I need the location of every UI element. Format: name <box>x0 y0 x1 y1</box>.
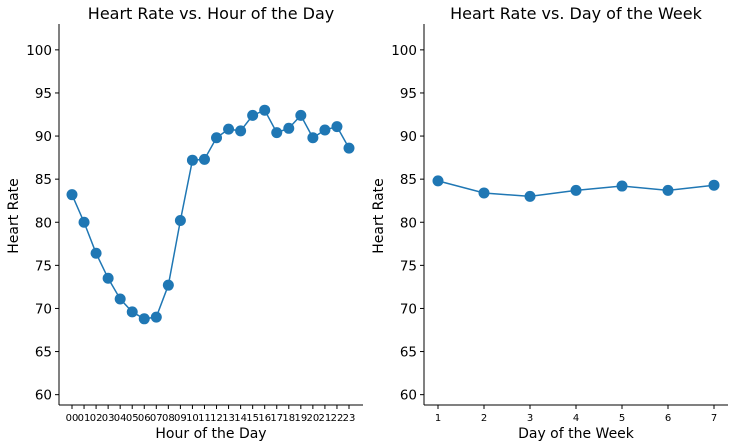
data-point <box>283 122 295 134</box>
x-tick-label: 23 <box>343 413 356 424</box>
x-axis-label: Day of the Week <box>518 426 635 442</box>
data-point <box>186 154 198 166</box>
data-point <box>102 272 114 284</box>
data-point <box>198 153 210 165</box>
data-point <box>295 109 307 121</box>
x-tick-label: 15 <box>246 413 259 424</box>
heart-rate-series <box>432 175 720 202</box>
x-tick-label: 00 <box>66 413 79 424</box>
data-point <box>223 123 235 135</box>
hour-of-day-chart: Heart Rate vs. Hour of the Day Heart Rat… <box>6 4 363 442</box>
data-point <box>331 121 343 133</box>
y-tick-label: 60 <box>35 388 52 404</box>
y-tick-label: 95 <box>400 86 417 102</box>
x-tick-label: 06 <box>138 413 151 424</box>
y-tick-label: 80 <box>35 215 52 231</box>
x-axis-label: Hour of the Day <box>155 426 266 442</box>
x-tick-label: 02 <box>90 413 103 424</box>
data-point <box>235 125 247 137</box>
data-point <box>616 180 628 192</box>
y-ticks: 60 65 70 75 80 85 90 95 100 <box>26 43 59 404</box>
x-tick-label: 21 <box>319 413 332 424</box>
x-ticks: 1 2 3 4 5 6 7 <box>435 405 717 424</box>
data-point <box>662 184 674 196</box>
x-tick-label: 08 <box>162 413 175 424</box>
y-tick-label: 85 <box>35 172 52 188</box>
y-ticks: 60 65 70 75 80 85 90 95 100 <box>391 43 424 404</box>
data-point <box>174 215 186 227</box>
x-tick-label: 16 <box>258 413 271 424</box>
y-tick-label: 85 <box>400 172 417 188</box>
data-point <box>271 127 283 139</box>
heart-rate-series <box>66 104 355 325</box>
y-tick-label: 90 <box>35 129 52 145</box>
x-tick-label: 11 <box>198 413 211 424</box>
data-point <box>708 179 720 191</box>
y-tick-label: 70 <box>400 301 417 317</box>
day-of-week-chart: Heart Rate vs. Day of the Week Heart Rat… <box>371 4 728 442</box>
x-tick-label: 20 <box>307 413 320 424</box>
data-point <box>432 175 444 187</box>
y-tick-label: 60 <box>400 388 417 404</box>
x-tick-label: 14 <box>234 413 247 424</box>
x-tick-label: 05 <box>126 413 139 424</box>
data-point <box>162 279 174 291</box>
data-point <box>259 104 271 116</box>
x-tick-label: 1 <box>435 413 441 424</box>
x-tick-label: 4 <box>573 413 579 424</box>
x-tick-label: 01 <box>78 413 91 424</box>
x-tick-label: 18 <box>282 413 295 424</box>
data-point <box>150 311 162 323</box>
x-ticks: 00 01 02 03 04 05 06 07 08 09 10 11 12 13 14 15 16 17 18 19… <box>66 405 356 424</box>
x-tick-label: 13 <box>222 413 235 424</box>
y-axis-label: Heart Rate <box>6 178 22 254</box>
x-tick-label: 07 <box>150 413 163 424</box>
x-tick-label: 17 <box>270 413 283 424</box>
y-tick-label: 65 <box>400 345 417 361</box>
data-point <box>478 187 490 199</box>
x-tick-label: 03 <box>102 413 115 424</box>
data-point <box>114 293 126 305</box>
x-tick-label: 12 <box>210 413 223 424</box>
chart-title: Heart Rate vs. Hour of the Day <box>88 4 334 23</box>
y-tick-label: 80 <box>400 215 417 231</box>
x-tick-label: 7 <box>711 413 717 424</box>
x-tick-label: 04 <box>114 413 127 424</box>
data-point <box>319 124 331 136</box>
x-tick-label: 2 <box>481 413 487 424</box>
data-point <box>247 109 259 121</box>
y-tick-label: 70 <box>35 301 52 317</box>
y-tick-label: 65 <box>35 345 52 361</box>
y-tick-label: 100 <box>391 43 417 59</box>
data-point <box>126 306 138 318</box>
y-tick-label: 75 <box>35 258 52 274</box>
x-tick-label: 3 <box>527 413 533 424</box>
x-tick-label: 10 <box>186 413 199 424</box>
x-tick-label: 09 <box>174 413 187 424</box>
y-tick-label: 75 <box>400 258 417 274</box>
y-tick-label: 95 <box>35 86 52 102</box>
data-point <box>138 313 150 325</box>
x-tick-label: 6 <box>665 413 671 424</box>
y-axis-label: Heart Rate <box>371 178 387 254</box>
data-point <box>211 132 223 144</box>
y-tick-label: 100 <box>26 43 52 59</box>
chart-title: Heart Rate vs. Day of the Week <box>450 4 702 23</box>
data-point <box>307 132 319 144</box>
data-point <box>78 216 90 228</box>
series-line <box>71 109 350 320</box>
data-point <box>66 189 78 201</box>
data-point <box>90 247 102 259</box>
data-point <box>343 142 355 154</box>
y-tick-label: 90 <box>400 129 417 145</box>
x-tick-label: 5 <box>619 413 625 424</box>
data-point <box>524 190 536 202</box>
x-tick-label: 22 <box>331 413 344 424</box>
x-tick-label: 19 <box>294 413 307 424</box>
data-point <box>570 184 582 196</box>
